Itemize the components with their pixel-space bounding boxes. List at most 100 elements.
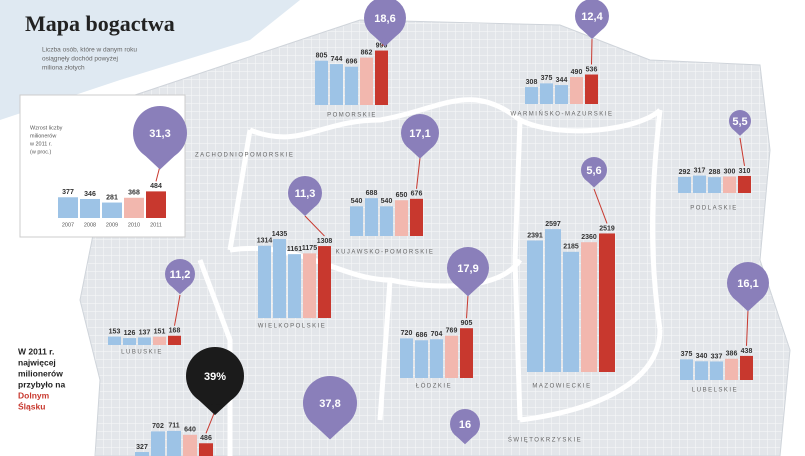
bar-label: 151 [154, 329, 166, 336]
bar-label: 540 [381, 198, 393, 205]
bar [740, 355, 753, 380]
pin-value: 31,3 [149, 128, 170, 140]
pin-value: 5,6 [586, 165, 601, 177]
bar [555, 85, 568, 104]
region-name: ŚWIĘTOKRZYSKIE [508, 436, 582, 444]
bar [680, 359, 693, 380]
bar [445, 335, 458, 378]
bar [410, 198, 423, 236]
callout: Śląsku [18, 400, 45, 411]
bar [563, 251, 579, 372]
bar-label: 375 [541, 75, 553, 82]
bar [350, 206, 363, 236]
bar-label: 2360 [581, 234, 597, 241]
bar-label: 688 [366, 190, 378, 197]
bar-label: 137 [139, 329, 151, 336]
bar [400, 338, 413, 378]
region-name: KUJAWSKO-POMORSKIE [336, 250, 435, 256]
bar-label: 168 [169, 328, 181, 335]
bar [738, 175, 751, 193]
bar-label: 490 [571, 69, 583, 76]
bar [695, 361, 708, 380]
bar [375, 50, 388, 105]
bar-label: 536 [586, 66, 598, 73]
bar-label: 486 [200, 435, 212, 442]
bar-label: 300 [724, 168, 736, 175]
bar-label: 2391 [527, 232, 543, 239]
pin [447, 247, 489, 289]
region-name: POMORSKIE [327, 113, 377, 119]
pin-value: 16,1 [737, 278, 758, 290]
bar [138, 337, 151, 345]
bar-label: 650 [396, 192, 408, 199]
bar [725, 358, 738, 380]
bar-label: 905 [461, 320, 473, 327]
bar-label: 2185 [563, 244, 579, 251]
bar [365, 198, 378, 236]
subtitle: osiągnęły dochód powyżej [42, 56, 118, 63]
bar [570, 77, 583, 104]
pin [133, 106, 187, 160]
bar [288, 254, 301, 318]
bar [380, 206, 393, 236]
pin [401, 114, 439, 152]
bar-label: 744 [331, 56, 343, 63]
bar-label: 676 [411, 191, 423, 198]
pin-line [304, 215, 325, 237]
bar-label: 1308 [317, 238, 333, 245]
bar [167, 430, 181, 456]
inset-legend: milionerów [30, 133, 56, 139]
bar-label: 1435 [272, 231, 288, 238]
pin-line [591, 38, 593, 65]
bar-label: 640 [184, 427, 196, 434]
bar-label: 769 [446, 328, 458, 335]
region-name: ZACHODNIOPOMORSKIE [195, 153, 294, 159]
bar-label: 702 [152, 423, 164, 430]
title: Mapa bogactwa [25, 11, 175, 36]
bar [345, 66, 358, 105]
bar [527, 240, 543, 372]
pin-value: 5,5 [732, 116, 747, 128]
bar-label: 327 [136, 444, 148, 451]
bar [545, 229, 561, 372]
bar-label: 862 [361, 49, 373, 56]
bar [124, 197, 144, 218]
pin [575, 0, 609, 33]
bar-label: 805 [316, 53, 328, 60]
pin-value: 37,8 [319, 398, 340, 410]
bar [102, 202, 122, 218]
pin [288, 176, 322, 210]
bar-label: 346 [84, 191, 96, 198]
bar [415, 340, 428, 378]
bar-label: 686 [416, 332, 428, 339]
bar [710, 361, 723, 380]
bar-label: 281 [106, 194, 118, 201]
pin-value: 16 [459, 419, 471, 431]
callout: W 2011 r. [18, 346, 54, 356]
pin [165, 259, 195, 289]
sea [0, 0, 300, 120]
bar-label: 704 [431, 331, 443, 338]
bar [258, 245, 271, 318]
pin-line [205, 410, 216, 434]
bar-label: 2597 [545, 221, 561, 228]
bar-label: 126 [124, 330, 136, 337]
pin [303, 376, 357, 430]
bar-label: 377 [62, 189, 74, 196]
bar-label: 711 [168, 423, 179, 430]
bar [123, 338, 136, 345]
pin [727, 262, 769, 304]
region-name: LUBELSKIE [692, 388, 738, 394]
bar [693, 175, 706, 193]
bar-label: 153 [109, 328, 121, 335]
pin-line [466, 294, 469, 319]
year-label: 2008 [84, 222, 96, 228]
bar [723, 176, 736, 193]
pin-line [739, 137, 745, 167]
bar-label: 1314 [257, 238, 273, 245]
bar-label: 484 [150, 183, 162, 190]
bar-label: 720 [401, 330, 413, 337]
bar [151, 431, 165, 456]
pin [729, 110, 751, 132]
bar-label: 386 [726, 351, 738, 358]
